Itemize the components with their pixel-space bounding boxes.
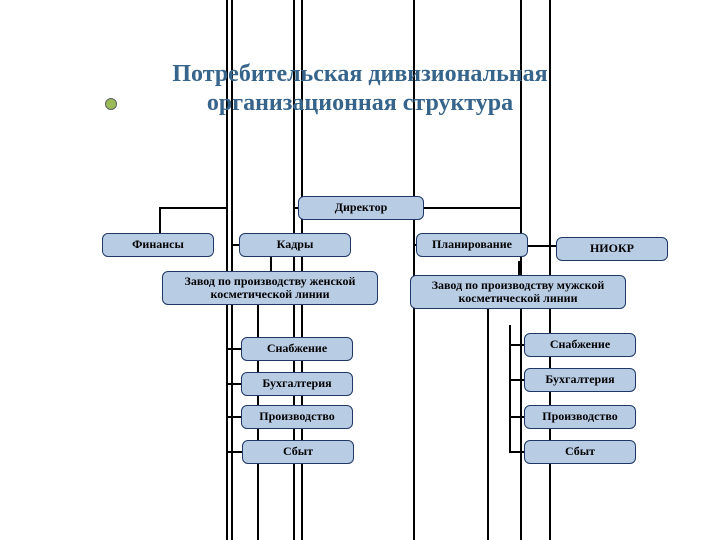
edge — [424, 207, 521, 209]
node-m-supply: Снабжение — [524, 333, 636, 357]
edge — [509, 325, 511, 453]
edge — [270, 257, 272, 272]
edge — [159, 207, 161, 234]
edge — [509, 344, 525, 346]
edge — [226, 451, 243, 453]
node-w-prod: Производство — [241, 405, 353, 429]
node-director: Директор — [298, 196, 424, 220]
title-line-2: организационная структура — [207, 90, 513, 116]
node-m-sales: Сбыт — [524, 440, 636, 464]
node-rnd: НИОКР — [556, 237, 668, 261]
node-finance: Финансы — [102, 233, 214, 257]
node-m-prod: Производство — [524, 405, 636, 429]
edge — [159, 207, 227, 209]
edge — [487, 277, 489, 540]
node-w-acct: Бухгалтерия — [241, 372, 353, 396]
org-chart-canvas: Потребительская дивизиональная организац… — [0, 0, 720, 540]
node-w-sales: Сбыт — [242, 440, 354, 464]
edge — [509, 451, 525, 453]
edge — [518, 261, 520, 276]
node-plant-women: Завод по производству женскойкосметическ… — [162, 271, 378, 305]
node-hr: Кадры — [239, 233, 351, 257]
edge — [226, 348, 242, 350]
edge — [226, 383, 242, 385]
node-planning: Планирование — [416, 233, 528, 257]
edge — [509, 416, 525, 418]
edge — [226, 416, 242, 418]
node-w-supply: Снабжение — [241, 337, 353, 361]
slide-title: Потребительская дивизиональная организац… — [0, 60, 720, 118]
node-plant-men: Завод по производству мужскойкосметическ… — [410, 275, 626, 309]
edge — [528, 245, 550, 247]
title-line-1: Потребительская дивизиональная — [172, 61, 547, 87]
node-m-acct: Бухгалтерия — [524, 368, 636, 392]
edge — [509, 379, 525, 381]
